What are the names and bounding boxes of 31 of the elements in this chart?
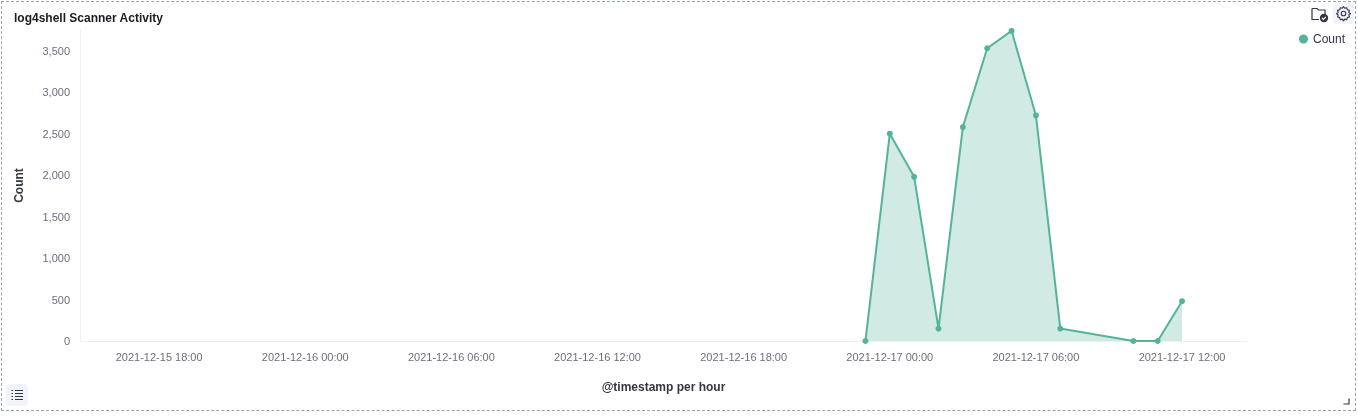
- y-tick-label: 500: [51, 293, 70, 306]
- point: [911, 173, 918, 180]
- y-tick-label: 2,000: [42, 169, 70, 182]
- x-tick-label: 2021-12-16 18:00: [700, 350, 788, 363]
- point: [984, 45, 991, 52]
- y-axis-title: Count: [12, 168, 26, 203]
- y-tick-label: 0: [63, 335, 70, 347]
- x-tick-label: 2021-12-16 06:00: [407, 350, 495, 363]
- y-tick-label: 2,500: [42, 127, 70, 140]
- point: [1179, 298, 1186, 305]
- x-tick-label: 2021-12-16 12:00: [554, 350, 641, 363]
- point: [1008, 27, 1015, 34]
- y-tick-label: 3,000: [42, 86, 70, 99]
- x-tick-label: 2021-12-17 00:00: [846, 350, 934, 363]
- y-tick-label: 1,500: [42, 210, 70, 223]
- y-tick-label: 3,500: [42, 44, 70, 57]
- point: [886, 130, 893, 137]
- point: [1130, 338, 1137, 344]
- legend-label: Count: [1312, 32, 1346, 46]
- point: [1154, 338, 1161, 344]
- y-tick-label: 1,000: [42, 252, 70, 265]
- point: [959, 124, 966, 131]
- x-tick-label: 2021-12-15 18:00: [115, 350, 203, 363]
- x-tick-label: 2021-12-17 12:00: [1138, 350, 1226, 363]
- x-tick-label: 2021-12-16 00:00: [261, 350, 349, 363]
- chart-title: log4shell Scanner Activity: [14, 11, 164, 25]
- point: [935, 325, 942, 332]
- x-tick-label: 2021-12-17 06:00: [992, 350, 1080, 363]
- point: [862, 338, 869, 344]
- x-axis-title: @timestamp per hour: [601, 380, 726, 394]
- point: [1032, 112, 1039, 119]
